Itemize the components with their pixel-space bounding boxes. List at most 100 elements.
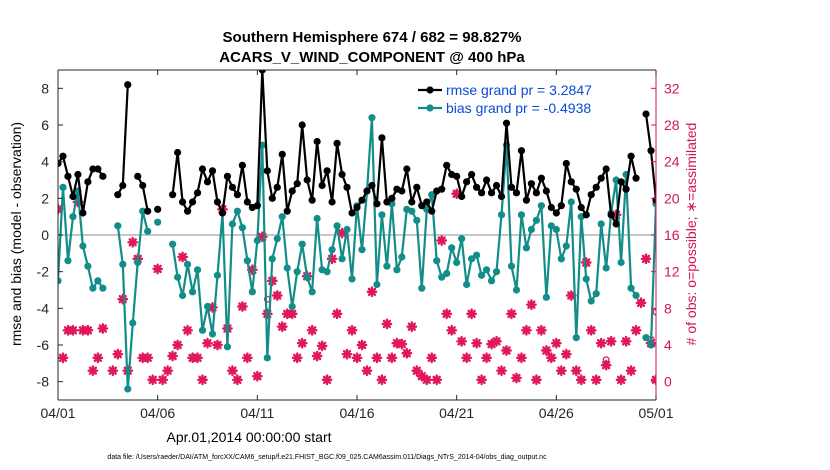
obs-assimilated-marker <box>311 350 323 362</box>
bias-series-point <box>243 257 251 265</box>
rmse-series-point <box>328 198 336 206</box>
obs-assimilated-marker <box>197 374 208 386</box>
obs-asterisk-stroke <box>377 375 387 385</box>
rmse-series-point <box>632 174 640 182</box>
rmse-series-point <box>74 170 82 179</box>
obs-assimilated-marker <box>321 374 333 386</box>
bias-series-point <box>253 236 261 245</box>
obs-assimilated-marker <box>351 352 363 364</box>
rmse-series-point <box>522 196 531 204</box>
obs-assimilated-marker <box>526 299 537 311</box>
rmse-series-point <box>64 172 72 180</box>
x-tick-label: 04/01 <box>40 405 75 421</box>
rmse-series-point <box>308 196 316 204</box>
bias-series-point <box>169 240 177 248</box>
obs-asterisk-stroke <box>88 366 98 375</box>
obs-assimilated-marker <box>286 308 298 320</box>
bias-series-point <box>373 280 381 289</box>
obs-assimilated-marker <box>560 348 572 360</box>
rmse-series-point <box>258 70 266 74</box>
obs-asterisk-stroke <box>537 326 546 335</box>
bias-series-point <box>268 255 276 263</box>
rmse-series-point <box>84 178 92 186</box>
obs-asterisk-stroke <box>547 353 556 363</box>
rmse-series-point <box>119 181 127 190</box>
rmse-series-point <box>373 200 381 208</box>
rmse-series-point <box>602 165 610 173</box>
obs-possible-marker <box>602 356 610 364</box>
obs-asterisk-stroke <box>442 309 451 319</box>
obs-assimilated-marker <box>595 337 607 349</box>
rmse-series-point <box>562 159 570 168</box>
rmse-series-point <box>114 191 122 199</box>
obs-assimilated-marker <box>376 374 388 386</box>
rmse-series-point <box>413 183 421 191</box>
rmse-series-point <box>497 192 506 201</box>
obs-asterisk-stroke <box>641 254 651 264</box>
obs-assimilated-marker <box>147 374 159 386</box>
bias-series-point <box>188 288 197 296</box>
bias-series-point <box>428 191 436 199</box>
obs-asterisk-stroke <box>98 324 108 333</box>
y-tick-right-label: 12 <box>664 264 680 280</box>
obs-assimilated-marker <box>516 352 527 364</box>
obs-assimilated-marker <box>386 352 398 364</box>
bias-series-point <box>358 246 366 254</box>
y-tick-left-label: 0 <box>41 227 49 243</box>
rmse-series-point <box>124 81 132 89</box>
rmse-series-point <box>622 185 630 193</box>
bias-series-point <box>308 288 316 296</box>
bias-series-point <box>303 273 311 281</box>
rmse-series-point <box>468 170 476 179</box>
obs-asterisk-stroke <box>387 353 397 363</box>
x-tick-label: 04/21 <box>439 405 474 421</box>
rmse-series-point <box>353 203 361 212</box>
obs-asterisk-stroke <box>397 339 407 349</box>
y-tick-right-label: 4 <box>664 337 672 353</box>
obs-assimilated-marker <box>182 324 193 336</box>
obs-assimilated-marker <box>640 253 652 265</box>
bias-series-point <box>642 334 650 342</box>
rmse-series-point <box>537 174 545 182</box>
bias-series-point <box>89 284 97 292</box>
y-tick-left-label: 6 <box>41 117 49 133</box>
rmse-series-point <box>318 181 326 190</box>
obs-assimilated-marker <box>456 335 468 347</box>
bias-series-point <box>174 273 182 281</box>
rmse-series-point <box>188 198 197 206</box>
bias-series-point <box>617 258 625 267</box>
bias-series-point <box>438 273 446 281</box>
obs-asterisk-stroke <box>312 351 322 361</box>
bias-series-point <box>323 268 331 276</box>
bias-series-point <box>557 255 565 263</box>
bias-series-point <box>79 242 87 250</box>
obs-assimilated-marker <box>540 345 552 356</box>
obs-assimilated-marker <box>461 352 473 364</box>
y-tick-left-label: 2 <box>41 190 49 206</box>
rmse-series-point <box>94 165 102 173</box>
obs-assimilated-marker <box>371 352 383 364</box>
bias-series-point <box>124 385 132 393</box>
obs-assimilated-marker <box>212 339 223 351</box>
obs-assimilated-marker <box>192 352 203 364</box>
bias-series-point <box>517 211 526 219</box>
obs-assimilated-marker <box>506 308 517 320</box>
obs-assimilated-marker <box>406 321 418 333</box>
bias-series-point <box>477 271 486 279</box>
obs-asterisk-stroke <box>298 338 307 348</box>
obs-asterisk-stroke <box>273 291 282 300</box>
obs-asterisk-stroke <box>527 300 536 309</box>
y-tick-left-label: 8 <box>41 80 49 96</box>
rmse-series-point <box>338 170 346 179</box>
obs-asterisk-stroke <box>472 338 481 348</box>
rmse-series-point <box>178 198 187 206</box>
obs-asterisk-stroke <box>542 346 551 355</box>
bias-series-point <box>233 207 241 215</box>
obs-assimilated-marker <box>87 365 99 377</box>
bias-series-point <box>512 286 521 294</box>
bias-series-point <box>139 207 147 215</box>
obs-assimilated-marker <box>491 335 502 347</box>
obs-asterisk-stroke <box>322 375 332 385</box>
obs-asterisk-stroke <box>173 340 182 350</box>
obs-asterisk-stroke <box>193 353 202 363</box>
